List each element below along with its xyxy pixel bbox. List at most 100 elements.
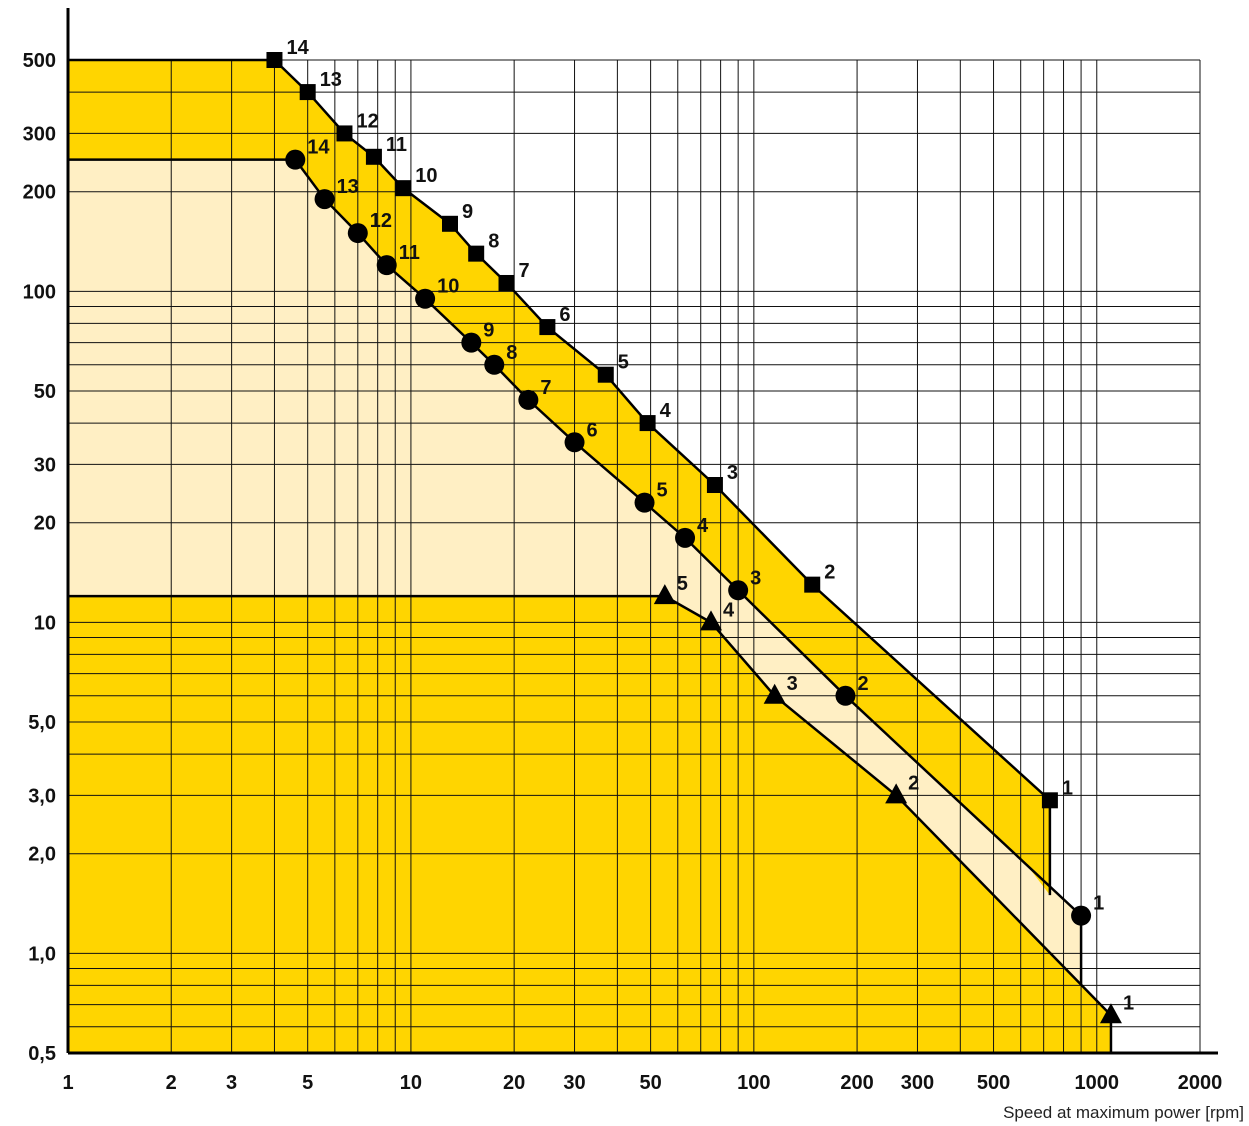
- data-point-square: [706, 477, 723, 494]
- data-point-circle: [564, 432, 585, 453]
- data-point-triangle: [1099, 1003, 1122, 1024]
- data-label: 8: [488, 231, 499, 253]
- x-axis-label: Speed at maximum power [rpm]: [1003, 1103, 1244, 1122]
- data-label: 10: [437, 276, 459, 298]
- x-tick-label: 50: [639, 1072, 661, 1094]
- data-point-square: [639, 415, 656, 432]
- data-point-square: [597, 366, 614, 383]
- data-point-square: [1041, 792, 1058, 809]
- data-label: 12: [370, 210, 392, 232]
- data-label: 8: [506, 342, 517, 364]
- data-label: 3: [750, 567, 761, 589]
- data-point-circle: [461, 332, 482, 353]
- data-point-circle: [728, 580, 749, 601]
- data-label: 11: [386, 134, 407, 156]
- data-point-square: [365, 148, 382, 165]
- data-point-square: [299, 84, 316, 101]
- data-point-circle: [285, 149, 306, 170]
- x-tick-label: 100: [737, 1072, 770, 1094]
- data-label: 4: [660, 400, 672, 422]
- data-label: 3: [787, 673, 798, 695]
- y-tick-label: 500: [23, 50, 56, 72]
- y-tick-label: 300: [23, 123, 56, 145]
- data-point-square: [266, 52, 283, 68]
- data-label: 12: [356, 110, 378, 132]
- dark-band: [812, 584, 1050, 896]
- data-point-circle: [1071, 905, 1092, 926]
- y-tick-label: 5,0: [28, 712, 56, 734]
- x-tick-label: 200: [840, 1072, 873, 1094]
- x-tick-label: 10: [400, 1072, 422, 1094]
- data-point-circle: [314, 189, 335, 210]
- data-label: 2: [908, 772, 919, 794]
- data-label: 9: [483, 320, 494, 342]
- data-label: 13: [337, 176, 359, 198]
- data-point-circle: [484, 354, 505, 375]
- data-label: 13: [320, 69, 342, 91]
- data-label: 14: [307, 137, 330, 159]
- data-point-square: [468, 245, 485, 262]
- x-tick-label: 5: [302, 1072, 313, 1094]
- x-tick-label: 1000: [1075, 1072, 1120, 1094]
- circle-series-line: [68, 158, 1083, 986]
- y-tick-label: 200: [23, 182, 56, 204]
- data-label: 6: [559, 304, 570, 326]
- data-point-circle: [634, 492, 655, 513]
- data-point-square: [395, 180, 412, 197]
- x-tick-label: 1: [62, 1072, 73, 1094]
- data-label: 7: [540, 377, 551, 399]
- square-series-line: [68, 58, 1052, 896]
- data-point-triangle: [700, 610, 723, 631]
- y-tick-label: 3,0: [28, 785, 56, 807]
- data-label: 10: [415, 165, 437, 187]
- light-region: [68, 159, 1111, 1016]
- y-tick-label: 100: [23, 281, 56, 303]
- data-label: 5: [657, 480, 668, 502]
- y-tick-label: 1,0: [28, 943, 56, 965]
- data-label: 4: [723, 599, 735, 621]
- data-label: 4: [697, 515, 709, 537]
- data-label: 2: [824, 562, 835, 584]
- x-tick-label: 30: [563, 1072, 585, 1094]
- data-label: 6: [587, 419, 598, 441]
- x-tick-label: 300: [901, 1072, 934, 1094]
- y-tick-label: 30: [34, 454, 56, 476]
- data-label: 11: [399, 242, 420, 264]
- data-label: 5: [677, 573, 688, 595]
- data-label: 2: [857, 673, 868, 695]
- data-point-circle: [376, 255, 397, 276]
- data-point-circle: [415, 288, 436, 309]
- y-tick-label: 0,5: [28, 1043, 56, 1065]
- y-tick-label: 20: [34, 513, 56, 535]
- data-point-circle: [675, 527, 696, 548]
- data-point-square: [441, 215, 458, 232]
- x-tick-label: 3: [226, 1072, 237, 1094]
- x-tick-label: 2: [166, 1072, 177, 1094]
- data-label: 1: [1062, 777, 1073, 799]
- data-label: 7: [519, 260, 530, 282]
- data-label: 3: [727, 462, 738, 484]
- x-tick-label: 2000: [1178, 1072, 1223, 1094]
- data-point-triangle: [763, 683, 786, 704]
- data-point-square: [336, 125, 353, 142]
- data-label: 1: [1093, 893, 1104, 915]
- data-label: 5: [618, 352, 629, 374]
- data-point-circle: [835, 685, 856, 706]
- y-tick-label: 2,0: [28, 844, 56, 866]
- data-label: 14: [286, 37, 309, 59]
- data-point-circle: [347, 223, 368, 244]
- data-point-square: [539, 319, 556, 336]
- data-point-triangle: [885, 783, 908, 804]
- data-point-circle: [518, 389, 539, 410]
- dark-region-lower: [68, 596, 1111, 1053]
- x-tick-label: 500: [977, 1072, 1010, 1094]
- data-point-triangle: [653, 584, 676, 605]
- data-point-square: [498, 274, 515, 291]
- y-tick-label: 50: [34, 381, 56, 403]
- y-tick-label: 10: [34, 612, 56, 634]
- data-point-square: [804, 576, 821, 593]
- x-tick-label: 20: [503, 1072, 525, 1094]
- data-label: 9: [462, 201, 473, 223]
